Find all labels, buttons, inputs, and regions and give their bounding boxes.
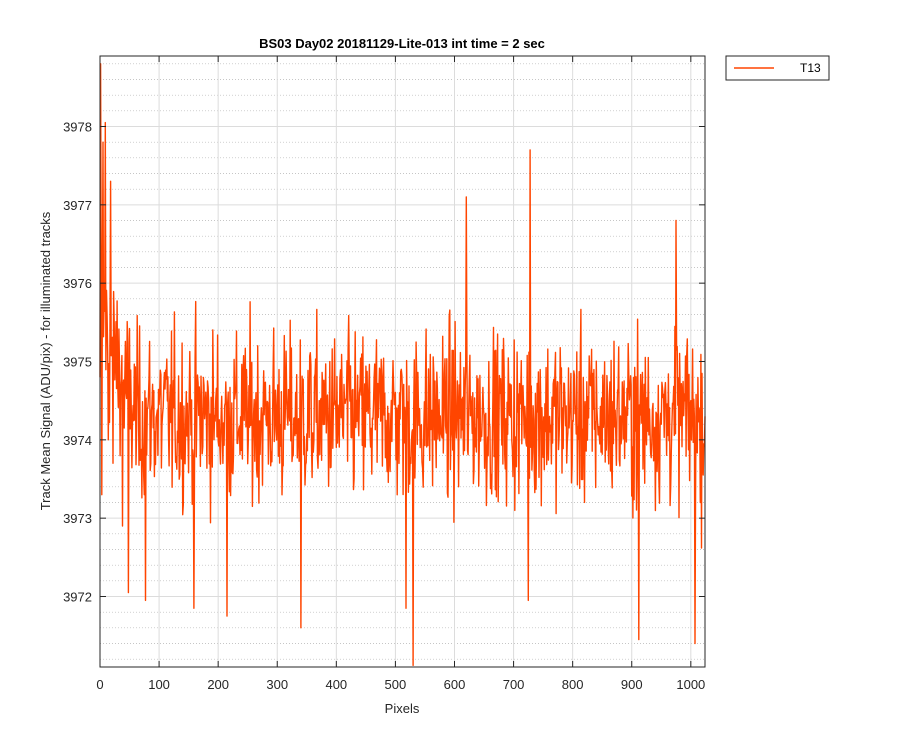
y-tick-label: 3975 bbox=[63, 355, 92, 370]
x-tick-label: 400 bbox=[325, 677, 347, 692]
x-tick-label: 900 bbox=[621, 677, 643, 692]
ticks bbox=[99, 56, 705, 667]
y-tick-label: 3978 bbox=[63, 120, 92, 135]
series-line-t13 bbox=[99, 63, 706, 667]
x-tick-label: 1000 bbox=[676, 677, 705, 692]
legend: T13 bbox=[725, 55, 830, 81]
x-tick-label: 100 bbox=[148, 677, 170, 692]
y-tick-label: 3972 bbox=[63, 590, 92, 605]
x-tick-labels: 0 100 200 300 400 500 600 700 800 900 1000 bbox=[96, 677, 705, 692]
series-layer bbox=[99, 63, 706, 667]
chart-title: BS03 Day02 20181129-Lite-013 int time = … bbox=[259, 36, 545, 51]
x-tick-label: 600 bbox=[444, 677, 466, 692]
y-tick-label: 3973 bbox=[63, 511, 92, 526]
x-tick-label: 300 bbox=[266, 677, 288, 692]
x-tick-label: 700 bbox=[503, 677, 525, 692]
y-tick-label: 3974 bbox=[63, 433, 92, 448]
y-axis-label: Track Mean Signal (ADU/pix) - for illumi… bbox=[38, 211, 53, 510]
y-tick-label: 3977 bbox=[63, 198, 92, 213]
x-tick-label: 500 bbox=[385, 677, 407, 692]
y-tick-labels: 3972 3973 3974 3975 3976 3977 3978 bbox=[63, 120, 92, 605]
x-tick-label: 200 bbox=[207, 677, 229, 692]
x-tick-label: 0 bbox=[96, 677, 103, 692]
x-axis-label: Pixels bbox=[385, 701, 420, 716]
x-tick-label: 800 bbox=[562, 677, 584, 692]
legend-label-t13: T13 bbox=[800, 61, 821, 75]
y-tick-label: 3976 bbox=[63, 276, 92, 291]
